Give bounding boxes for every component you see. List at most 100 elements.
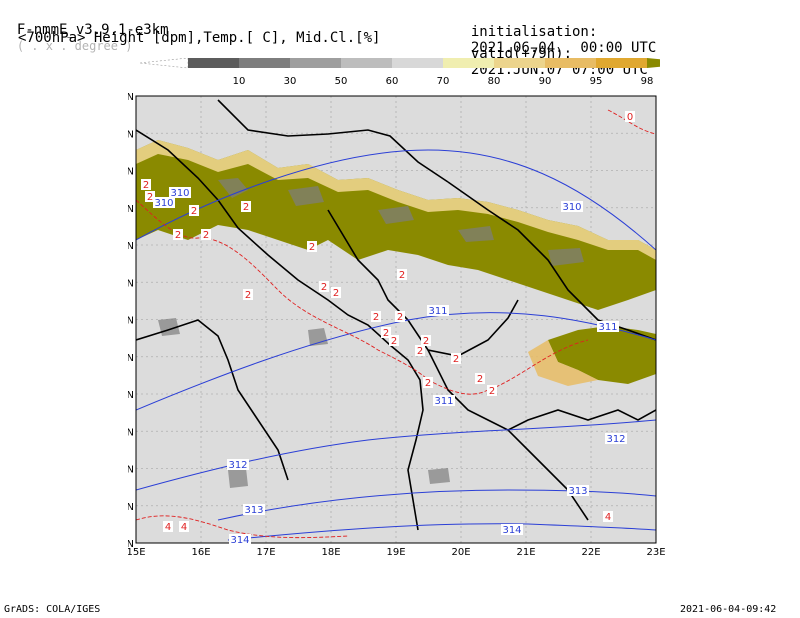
lon-tick-label: 21E <box>516 547 535 558</box>
cloud-south-east <box>548 326 656 384</box>
coastline-italy <box>136 319 289 481</box>
lat-tick-label: 42N <box>128 353 134 364</box>
colorbar-tick-label: 30 <box>284 76 297 87</box>
lat-tick-label: 39.5N <box>128 539 134 550</box>
temp-label-bg <box>307 241 317 252</box>
temp-label-bg <box>603 511 613 522</box>
colorbar-tick-label: 98 <box>641 76 654 87</box>
colorbar-legend: 10 30 50 60 70 80 90 95 98 <box>140 58 660 87</box>
projection-note: ( . x . degree ) <box>16 39 133 53</box>
temp-label-bg <box>201 229 211 240</box>
init-time: 2021.06.04. 00:00 UTC <box>470 40 657 56</box>
temp-label-bg <box>243 289 253 300</box>
init-line: initialisation: 2021.06.04. 00:00 UTC <box>454 8 656 56</box>
temp-contour-label: 2 <box>397 312 403 323</box>
temp-contour-label: 4 <box>165 522 171 533</box>
height-label-bg <box>605 433 627 444</box>
colorbar-tick-label: 95 <box>590 76 603 87</box>
colorbar-swatch <box>239 58 290 68</box>
temp-label-bg <box>423 377 433 388</box>
lon-tick-label: 15E <box>128 547 146 558</box>
temp-contour-label: 2 <box>333 288 339 299</box>
temp-contour-label: 2 <box>391 336 397 347</box>
height-contour-312 <box>136 419 656 491</box>
temp-contour-label: 2 <box>417 346 423 357</box>
height-contour-label: 310 <box>562 202 581 213</box>
border-central <box>327 209 519 357</box>
temp-label-bg <box>625 111 635 122</box>
height-label-bg <box>229 534 251 545</box>
temp-contour-2 <box>136 199 589 395</box>
temperature-contours <box>136 109 656 539</box>
height-contour-label: 311 <box>598 322 617 333</box>
temp-contour-label: 2 <box>147 192 153 203</box>
temp-contour-label: 2 <box>243 202 249 213</box>
height-contour-label: 314 <box>502 525 521 536</box>
colorbar-tick-label: 60 <box>386 76 399 87</box>
temp-label-bg <box>475 373 485 384</box>
height-contour-label: 311 <box>434 396 453 407</box>
footer-credit: GrADS: COLA/IGES <box>4 604 101 615</box>
colorbar-swatch <box>341 58 392 68</box>
height-label-bg <box>433 395 455 406</box>
temp-label-bg <box>319 281 329 292</box>
temp-label-bg <box>397 269 407 280</box>
temp-contour-label: 2 <box>309 242 315 253</box>
temp-label-bg <box>487 385 497 396</box>
lat-tick-label: 44.5N <box>128 167 134 178</box>
height-contour-314 <box>227 523 656 541</box>
lat-tick-label: 43N <box>128 278 134 289</box>
height-label-bg <box>243 504 265 515</box>
temp-label-bg <box>421 335 431 346</box>
temp-contour-label: 2 <box>383 328 389 339</box>
height-contour-label: 310 <box>154 198 173 209</box>
temp-contour-label: 2 <box>373 312 379 323</box>
temp-label-bg <box>173 229 183 240</box>
colorbar-swatch <box>392 58 443 68</box>
lon-tick-label: 22E <box>581 547 600 558</box>
lat-tick-label: 44N <box>128 204 134 215</box>
temp-contour-label: 2 <box>399 270 405 281</box>
colorbar-tick-label: 10 <box>233 76 246 87</box>
model-title: F-nmmE_v3.9.1-e3km ( . x . degree ) <box>0 6 169 54</box>
lat-tick-label: 45.5N <box>128 92 134 103</box>
lon-tick-label: 16E <box>191 547 210 558</box>
lat-tick-label: 40N <box>128 502 134 513</box>
height-contour-label: 312 <box>606 434 625 445</box>
temp-label-bg <box>371 311 381 322</box>
cloud-south-east-fringe <box>528 340 598 386</box>
lat-tick-label: 41N <box>128 427 134 438</box>
temp-contour-0 <box>607 109 656 135</box>
colorbar-swatch <box>443 58 494 68</box>
height-contour-label: 313 <box>244 505 263 516</box>
lat-tick-label: 40.5N <box>128 465 134 476</box>
height-contour-310 <box>136 149 656 251</box>
temp-label-bg <box>179 521 189 532</box>
temp-contour-label: 0 <box>627 112 633 123</box>
colorbar-swatch <box>188 58 239 68</box>
temp-contour-label: 4 <box>605 512 611 523</box>
colorbar-swatch <box>545 58 596 68</box>
height-contour-label: 311 <box>428 306 447 317</box>
temp-contour-label: 2 <box>425 378 431 389</box>
temp-contour-label: 2 <box>477 374 483 385</box>
lat-tick-label: 43.5N <box>128 241 134 252</box>
axis-labels: 15E 16E 17E 18E 19E 20E 21E 22E 23E 45.5N 45N 44.5N… <box>128 92 666 558</box>
lon-tick-label: 17E <box>256 547 275 558</box>
temp-contour-label: 2 <box>143 180 149 191</box>
temp-label-bg <box>395 311 405 322</box>
border-east <box>447 181 656 341</box>
height-label-bg <box>153 197 175 208</box>
temp-contour-4 <box>136 515 349 539</box>
height-label-bg <box>597 321 619 332</box>
map-frame <box>135 95 657 544</box>
lat-tick-label: 45N <box>128 129 134 140</box>
temp-label-bg <box>451 353 461 364</box>
height-contour-label: 313 <box>568 486 587 497</box>
variables-title: <700hPa> Height [dpm],Temp.[ C], Mid.Cl.… <box>18 30 381 46</box>
temp-contour-label: 4 <box>181 522 187 533</box>
lon-tick-label: 18E <box>321 547 340 558</box>
init-label: initialisation: <box>470 24 598 40</box>
